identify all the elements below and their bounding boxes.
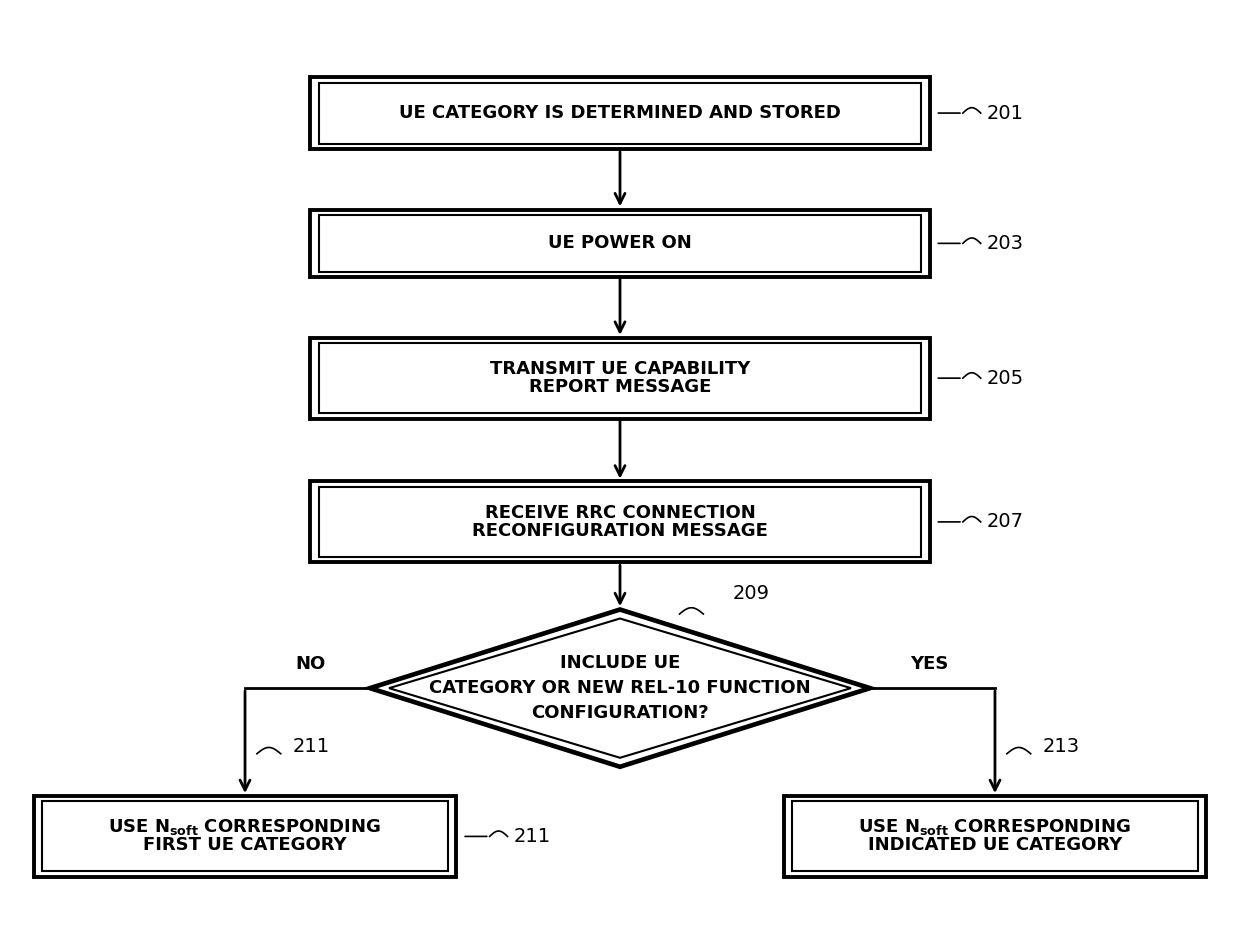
Text: TRANSMIT UE CAPABILITY: TRANSMIT UE CAPABILITY: [490, 360, 750, 378]
Text: 205: 205: [987, 369, 1024, 388]
Text: UE POWER ON: UE POWER ON: [548, 234, 692, 253]
Text: YES: YES: [910, 655, 949, 673]
Text: 211: 211: [293, 737, 330, 756]
Bar: [33, 796, 456, 877]
Text: 201: 201: [987, 104, 1024, 123]
Text: 203: 203: [987, 234, 1024, 253]
Text: 211: 211: [513, 826, 551, 846]
Text: RECEIVE RRC CONNECTION: RECEIVE RRC CONNECTION: [485, 504, 755, 522]
Text: USE $\mathbf{N}_{\mathbf{soft}}$ CORRESPONDING: USE $\mathbf{N}_{\mathbf{soft}}$ CORRESP…: [858, 817, 1132, 838]
Polygon shape: [370, 609, 870, 767]
Text: CATEGORY OR NEW REL-10 FUNCTION: CATEGORY OR NEW REL-10 FUNCTION: [429, 680, 811, 697]
Bar: [792, 801, 1198, 871]
Bar: [310, 77, 930, 149]
Text: 209: 209: [733, 584, 770, 604]
Bar: [310, 481, 930, 563]
Text: 207: 207: [987, 512, 1024, 532]
Text: USE $\mathbf{N}_{\mathbf{soft}}$ CORRESPONDING: USE $\mathbf{N}_{\mathbf{soft}}$ CORRESP…: [108, 817, 382, 838]
Text: INCLUDE UE: INCLUDE UE: [559, 654, 681, 672]
Text: CONFIGURATION?: CONFIGURATION?: [531, 704, 709, 723]
Text: FIRST UE CATEGORY: FIRST UE CATEGORY: [143, 837, 347, 855]
Text: INDICATED UE CATEGORY: INDICATED UE CATEGORY: [868, 837, 1122, 855]
Bar: [310, 210, 930, 277]
Bar: [310, 338, 930, 418]
Bar: [319, 344, 921, 413]
Bar: [319, 487, 921, 557]
Bar: [784, 796, 1207, 877]
Bar: [319, 215, 921, 271]
Bar: [319, 82, 921, 143]
Text: RECONFIGURATION MESSAGE: RECONFIGURATION MESSAGE: [472, 522, 768, 540]
Bar: [42, 801, 448, 871]
Text: REPORT MESSAGE: REPORT MESSAGE: [528, 378, 712, 396]
Text: 213: 213: [1043, 737, 1080, 756]
Text: UE CATEGORY IS DETERMINED AND STORED: UE CATEGORY IS DETERMINED AND STORED: [399, 104, 841, 122]
Text: NO: NO: [295, 655, 326, 673]
